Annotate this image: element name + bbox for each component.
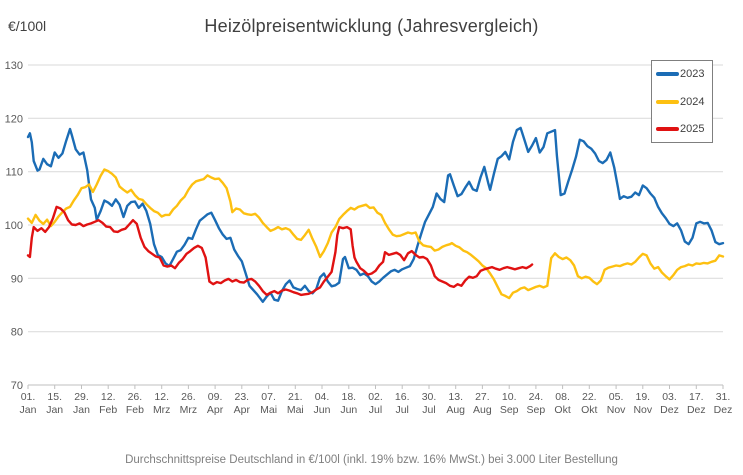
x-tick-label: 13. — [448, 391, 463, 403]
x-tick-label: Jan — [73, 404, 90, 416]
x-tick-label: Apr — [207, 404, 224, 416]
x-tick-label: 24. — [529, 391, 544, 403]
legend-item-2024: 2024 — [656, 96, 710, 108]
x-tick-label: 19. — [635, 391, 650, 403]
footer-caption: Durchschnittspreise Deutschland in €/100… — [125, 454, 618, 466]
series-line-2024 — [26, 168, 725, 300]
x-tick-label: Jun — [340, 404, 357, 416]
x-tick-label: Mai — [287, 404, 304, 416]
x-tick-label: Okt — [554, 404, 570, 416]
x-tick-label: 08. — [555, 391, 570, 403]
x-tick-label: Aug — [473, 404, 492, 416]
series-line-2023 — [26, 126, 725, 303]
x-tick-label: Mrz — [180, 404, 198, 416]
y-tick-label: 100 — [5, 220, 23, 232]
x-tick-label: Mrz — [153, 404, 171, 416]
x-tick-label: 23. — [234, 391, 249, 403]
legend-label: 2024 — [680, 95, 705, 108]
legend-label: 2023 — [680, 68, 705, 80]
x-tick-label: Sep — [527, 404, 546, 416]
chart-legend: 2023 2024 2025 — [651, 60, 713, 143]
y-tick-label: 70 — [11, 380, 23, 392]
x-tick-label: Jan — [46, 404, 63, 416]
x-tick-label: 17. — [689, 391, 704, 403]
x-tick-label: 18. — [341, 391, 356, 403]
y-tick-label: 120 — [5, 113, 23, 125]
x-tick-label: Okt — [581, 404, 597, 416]
x-tick-label: 03. — [662, 391, 677, 403]
x-tick-label: Dez — [660, 404, 679, 416]
x-tick-label: Dez — [714, 404, 733, 416]
y-axis-unit-label: €/100l — [8, 18, 47, 34]
x-tick-label: 27. — [475, 391, 490, 403]
x-tick-label: 01. — [21, 391, 36, 403]
x-tick-label: Jul — [395, 404, 408, 416]
x-tick-label: Aug — [446, 404, 465, 416]
x-tick-label: 16. — [395, 391, 410, 403]
x-tick-label: 07. — [261, 391, 276, 403]
x-tick-label: Sep — [500, 404, 519, 416]
y-tick-label: 110 — [5, 167, 23, 179]
x-tick-label: 26. — [181, 391, 196, 403]
legend-item-2025: 2025 — [656, 123, 710, 135]
legend-label: 2025 — [680, 123, 705, 135]
y-tick-label: 130 — [5, 60, 23, 72]
x-tick-label: 15. — [47, 391, 62, 403]
x-tick-label: Dez — [687, 404, 706, 416]
legend-item-2023: 2023 — [656, 68, 710, 80]
x-tick-label: 30. — [422, 391, 437, 403]
legend-swatch-2023 — [656, 72, 679, 76]
x-tick-label: Mai — [260, 404, 277, 416]
x-tick-label: Feb — [126, 404, 144, 416]
x-tick-label: Nov — [607, 404, 626, 416]
x-tick-label: 09. — [208, 391, 223, 403]
x-tick-label: 22. — [582, 391, 597, 403]
chart-plot-area: 70809010011012013001.Jan15.Jan29.Jan12.F… — [5, 60, 733, 416]
x-tick-label: 04. — [315, 391, 330, 403]
x-tick-label: Apr — [234, 404, 251, 416]
legend-swatch-2025 — [656, 127, 679, 131]
x-tick-label: 31. — [716, 391, 731, 403]
x-tick-label: 02. — [368, 391, 383, 403]
x-tick-label: Jul — [369, 404, 382, 416]
legend-swatch-2024 — [656, 99, 679, 104]
x-tick-label: Nov — [633, 404, 652, 416]
chart-title: Heizölpreisentwicklung (Jahresvergleich) — [204, 16, 539, 36]
x-tick-label: 12. — [154, 391, 169, 403]
series-line-2025 — [26, 205, 534, 297]
x-tick-label: 12. — [101, 391, 116, 403]
x-tick-label: Jan — [20, 404, 37, 416]
x-tick-label: 21. — [288, 391, 303, 403]
x-tick-label: 10. — [502, 391, 517, 403]
x-tick-label: 05. — [609, 391, 624, 403]
x-tick-label: 29. — [74, 391, 89, 403]
x-tick-label: Feb — [99, 404, 117, 416]
x-tick-label: Jun — [314, 404, 331, 416]
y-tick-label: 90 — [11, 273, 23, 285]
y-tick-label: 80 — [11, 327, 23, 339]
x-tick-label: Jul — [422, 404, 435, 416]
x-tick-label: 26. — [128, 391, 143, 403]
